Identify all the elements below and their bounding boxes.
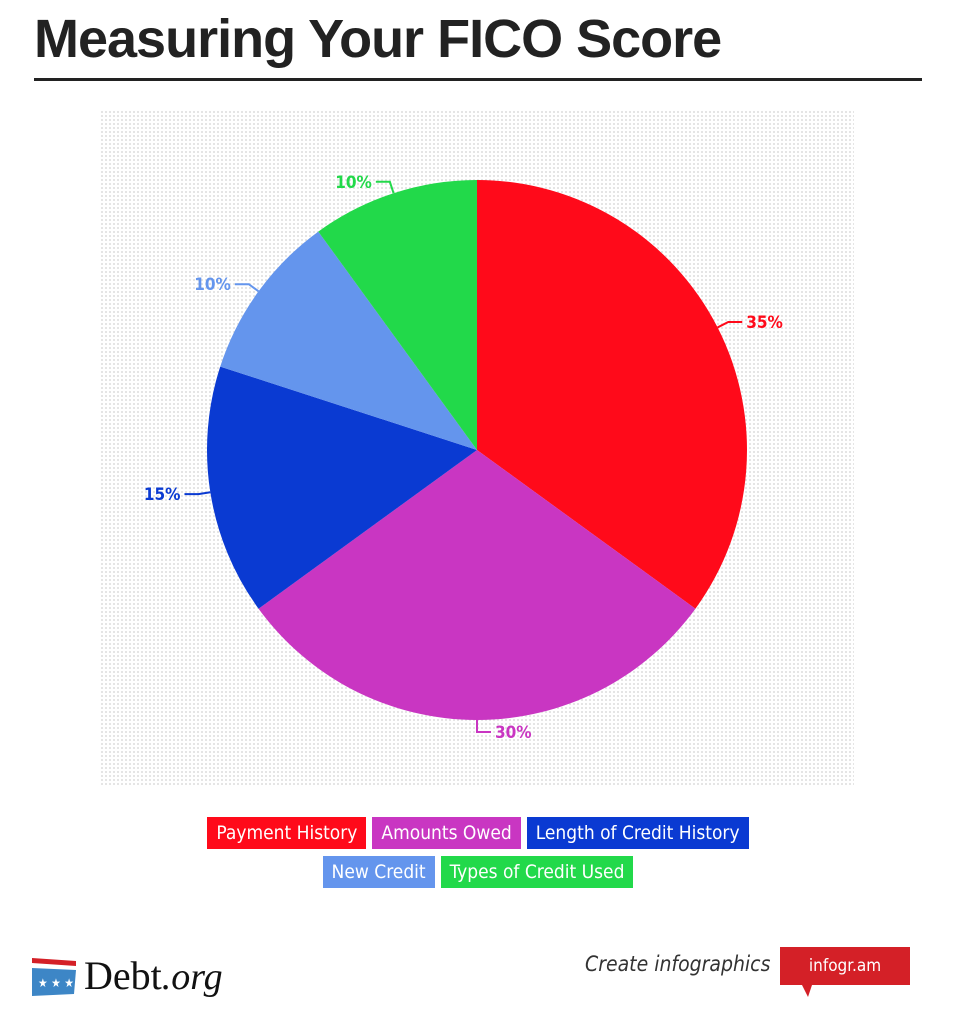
title-divider [34, 78, 922, 81]
pie-slice-new-credit[interactable] [220, 231, 478, 450]
data-label: 30% [495, 723, 532, 743]
infogram-badge[interactable]: infogr.am [780, 947, 910, 997]
leader-line [717, 320, 743, 329]
legend-item-payment-history[interactable]: Payment History [207, 817, 367, 849]
data-label: 15% [144, 485, 181, 505]
flag-icon: ★ ★ ★ [32, 957, 76, 996]
brand-name: Debt [84, 953, 162, 998]
svg-text:★ ★ ★: ★ ★ ★ [38, 976, 74, 990]
leader-line [476, 720, 491, 733]
legend-item-length-of-credit-history[interactable]: Length of Credit History [526, 817, 749, 849]
leader-line [234, 283, 260, 293]
legend-item-new-credit[interactable]: New Credit [322, 856, 435, 888]
pie-slice-amounts-owed[interactable] [258, 450, 696, 721]
pie-slice-length-of-credit-history[interactable] [206, 366, 478, 609]
leader-line [184, 491, 211, 496]
legend-row-1: Payment History Amounts Owed Length of C… [0, 817, 956, 849]
pie-slice-payment-history[interactable] [477, 180, 747, 609]
leader-line [375, 180, 395, 194]
data-label: 35% [746, 313, 783, 333]
pie-slice-types-of-credit-used[interactable] [318, 180, 477, 450]
debt-org-logo[interactable]: ★ ★ ★ Debt.org [30, 952, 223, 999]
create-infographics-text: Create infographics [585, 952, 771, 976]
legend-item-amounts-owed[interactable]: Amounts Owed [372, 817, 521, 849]
page-title: Measuring Your FICO Score [34, 9, 722, 69]
brand-suffix: .org [161, 956, 223, 998]
pie-chart: 35% 30% 15% 10% 10% [144, 173, 783, 743]
data-label: 10% [194, 275, 231, 295]
data-label: 10% [335, 173, 372, 193]
legend-row-2: New Credit Types of Credit Used [0, 856, 956, 888]
legend-item-types-of-credit-used[interactable]: Types of Credit Used [440, 856, 634, 888]
